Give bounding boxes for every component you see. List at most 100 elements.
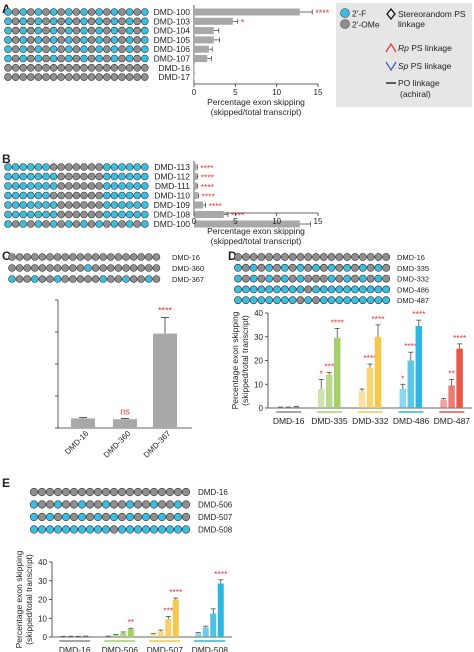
nucleotide	[77, 500, 87, 509]
bar	[165, 619, 172, 637]
nucleotide	[374, 274, 383, 283]
bar-a	[194, 36, 214, 44]
nucleotide	[80, 191, 88, 200]
category-label-c: DMD-16	[63, 429, 91, 457]
row-label-e: DMD-507	[198, 513, 233, 522]
nucleotide	[30, 275, 39, 283]
nucleotide	[304, 296, 313, 305]
nucleotide	[110, 172, 119, 181]
nucleotide	[72, 26, 81, 35]
nucleotide	[141, 525, 151, 534]
nucleotide	[141, 191, 149, 200]
nucleotide	[57, 191, 66, 200]
nucleotide	[103, 64, 111, 72]
nucleotide	[23, 253, 32, 261]
bar-a	[194, 64, 195, 72]
nucleotide	[366, 296, 375, 305]
nucleotide	[80, 201, 88, 209]
tick-label: 40	[254, 309, 263, 318]
seq-row-a	[4, 73, 149, 81]
nucleotide	[57, 8, 66, 16]
nucleotide	[8, 275, 16, 283]
nucleotide	[117, 512, 127, 522]
bar-a	[194, 27, 214, 35]
nucleotide	[257, 263, 266, 272]
nucleotide	[8, 264, 16, 272]
nucleotide	[65, 191, 73, 200]
nucleotide	[65, 64, 73, 72]
nucleotide	[72, 201, 81, 209]
nucleotide	[133, 500, 143, 509]
nucleotide	[95, 17, 103, 26]
nucleotide	[87, 210, 96, 219]
bar-a	[194, 45, 209, 53]
nucleotide	[72, 191, 81, 200]
nucleotide	[65, 73, 73, 81]
nucleotide	[110, 64, 119, 72]
panel-label-e: E	[2, 476, 10, 490]
nucleotide	[11, 54, 20, 63]
row-label-b: DMD-112	[154, 172, 190, 182]
nucleotide	[141, 26, 149, 35]
legend-ome-label: 2'-OMe	[352, 20, 380, 30]
legend-f-swatch	[340, 8, 350, 18]
nucleotide	[19, 220, 28, 228]
bar	[112, 634, 119, 637]
nucleotide	[125, 500, 135, 509]
nucleotide	[34, 220, 43, 228]
nucleotide	[118, 191, 126, 200]
nucleotide	[249, 263, 258, 272]
nucleotide	[118, 220, 126, 228]
significance: ****	[169, 587, 183, 597]
nucleotide	[26, 54, 35, 63]
nucleotide	[26, 172, 35, 181]
nucleotide	[42, 36, 50, 44]
tick-label: 0	[43, 633, 48, 642]
bar	[202, 627, 209, 637]
row-label-d: DMD-16	[397, 253, 425, 262]
legend-stereo-label: Stereorandom PS	[398, 9, 466, 19]
nucleotide	[87, 54, 96, 63]
nucleotide	[103, 172, 111, 181]
nucleotide	[149, 512, 159, 522]
nucleotide	[133, 220, 141, 228]
nucleotide	[57, 172, 66, 181]
nucleotide	[4, 163, 12, 171]
nucleotide	[288, 285, 297, 294]
nucleotide	[118, 210, 126, 219]
nucleotide	[343, 263, 352, 272]
nucleotide	[37, 512, 47, 522]
nucleotide	[125, 73, 134, 81]
tick-label: 0	[259, 404, 264, 413]
nucleotide	[26, 220, 35, 228]
nucleotide	[157, 525, 167, 534]
nucleotide	[37, 500, 47, 509]
nucleotide	[11, 210, 20, 219]
nucleotide	[95, 191, 103, 200]
nucleotide	[133, 26, 141, 35]
nucleotide	[72, 64, 81, 72]
nucleotide	[110, 210, 119, 219]
nucleotide	[57, 73, 66, 81]
nucleotide	[69, 512, 79, 522]
legend-stereo-label-2: linkage	[398, 19, 425, 29]
nucleotide	[91, 275, 100, 283]
nucleotide	[133, 36, 141, 44]
seq-row-b	[4, 220, 149, 228]
nucleotide	[91, 264, 100, 272]
nucleotide	[319, 253, 328, 261]
significance-b: ****	[202, 192, 216, 202]
nucleotide	[80, 36, 88, 44]
nucleotide	[72, 220, 81, 228]
nucleotide	[118, 36, 126, 44]
nucleotide	[19, 64, 28, 72]
seq-row-d	[234, 274, 391, 283]
nucleotide	[26, 45, 35, 54]
row-label-d: DMD-332	[397, 275, 429, 284]
axis-label-b-2: (skipped/total transcript)	[211, 236, 302, 246]
nucleotide	[49, 172, 58, 181]
nucleotide	[249, 285, 258, 294]
nucleotide	[173, 525, 183, 534]
nucleotide	[77, 487, 87, 497]
